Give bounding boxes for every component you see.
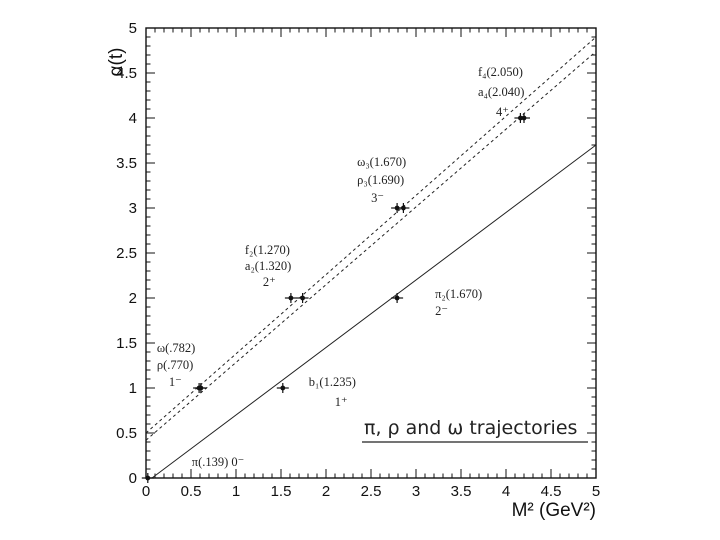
data-points [141,113,530,483]
data-point [397,203,410,213]
x-tick-label: 2.5 [361,483,382,500]
y-tick-label: 1 [129,380,137,397]
data-point [296,293,309,303]
point-label: 4⁺ [496,105,509,119]
point-label: f₄(2.050) [478,65,523,79]
point-label: a₄(2.040) [478,85,524,99]
x-tick-label: 1 [232,483,240,500]
y-axis-title: α(t) [106,48,127,77]
y-tick-label: 0 [129,470,137,487]
dashed-trajectory-line-1 [145,51,597,441]
x-tick-label: 1.5 [271,483,292,500]
plot-frame [145,27,597,479]
y-tick-label: 3 [129,200,137,217]
data-point [391,203,404,213]
y-tick-label: 0.5 [116,425,137,442]
data-point [284,293,297,303]
inset-caption: π, ρ and ω trajectories [364,417,577,439]
point-label: 3⁻ [371,191,384,205]
data-point [276,383,289,393]
x-tick-label: 3.5 [451,483,472,500]
point-label: b₁(1.235) [309,375,356,389]
point-label: a₂(1.320) [245,259,291,273]
point-label: 1⁺ [335,395,348,409]
y-tick-label: 2.5 [116,245,137,262]
x-tick-label: 5 [592,483,600,500]
point-label: ω₃(1.670) [357,155,406,169]
point-label: π(.139) 0⁻ [192,455,244,469]
x-tick-label: 4.5 [541,483,562,500]
y-tick-label: 2 [129,290,137,307]
dashed-trajectory-line-0 [145,36,597,434]
y-tick-label: 5 [129,20,137,37]
point-annotations: ω(.782) ρ(.770) 1⁻ f₂(1.270) a₂(1.320) 2⁺ ω₃(1… [157,65,524,469]
x-tick-label: 2 [322,483,330,500]
x-tick-label: 4 [502,483,510,500]
point-label: 1⁻ [169,375,182,389]
x-tick-label: 0.5 [181,483,202,500]
trajectory-lines [145,36,597,479]
x-tick-label: 3 [412,483,420,500]
y-tick-label: 4.5 [116,65,137,82]
data-point [514,113,527,123]
point-label: ρ₃(1.690) [357,173,404,187]
data-point [141,473,154,483]
axis-ticks: 0 0.5 1 1.5 2 2.5 3 3.5 4 4.5 5 0 0.5 1 1.5 2 2.5 3 3.5 4 4.… [116,20,600,500]
point-label: π₂(1.670) [435,287,482,301]
y-tick-label: 3.5 [116,155,137,172]
x-axis-title: M² (GeV²) [512,500,596,521]
point-label: ω(.782) [157,341,195,355]
point-label: f₂(1.270) [245,243,290,257]
point-label: ρ(.770) [157,358,193,372]
data-point [391,293,404,303]
y-tick-label: 4 [129,110,137,127]
solid-trajectory-line-2 [151,144,597,479]
y-tick-label: 1.5 [116,335,137,352]
point-label: 2⁺ [263,275,276,289]
data-point [193,383,206,393]
point-label: 2⁻ [435,304,448,318]
x-tick-label: 0 [142,483,150,500]
